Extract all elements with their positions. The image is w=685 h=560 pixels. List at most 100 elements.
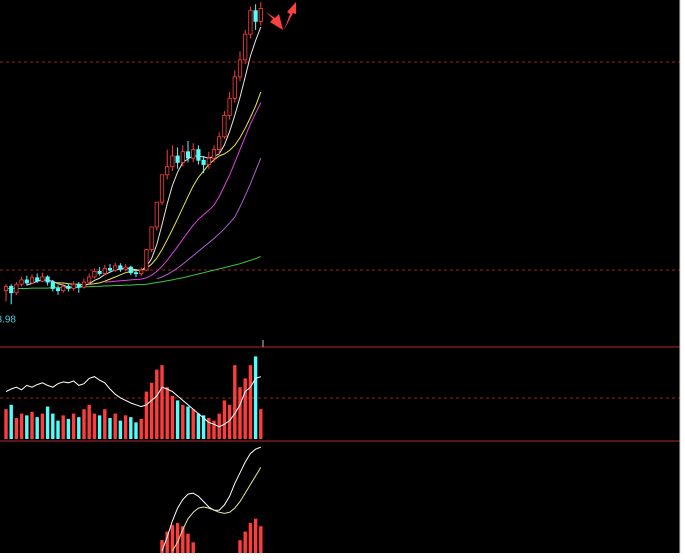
candle-body: [9, 285, 14, 294]
bar: [108, 418, 112, 439]
candle-body: [175, 155, 180, 163]
indicator-line: [26, 26, 262, 289]
bar: [149, 382, 154, 439]
candle-body: [232, 76, 237, 99]
candle-body: [222, 114, 227, 138]
candle-body: [248, 10, 253, 35]
bar: [253, 518, 258, 553]
bar: [165, 387, 169, 439]
bar: [129, 417, 133, 439]
bar: [248, 365, 253, 439]
bar: [82, 409, 86, 439]
bar: [207, 418, 211, 439]
bar: [160, 365, 164, 439]
candle-body: [107, 268, 113, 271]
candle-body: [139, 269, 144, 274]
bar: [238, 387, 242, 439]
bar: [233, 365, 237, 439]
bar: [35, 417, 39, 439]
candle-body: [24, 279, 29, 284]
bar: [155, 369, 159, 439]
bar: [243, 378, 247, 439]
bar: [201, 415, 206, 439]
bar: [170, 396, 175, 439]
bar: [196, 413, 201, 439]
bar: [186, 533, 190, 553]
candle-body: [14, 283, 19, 294]
candle-body: [40, 276, 45, 282]
candle-body: [123, 266, 128, 270]
bar: [144, 391, 149, 439]
bar: [118, 420, 123, 439]
candle-body: [243, 33, 248, 61]
bar: [170, 525, 175, 553]
bar: [186, 406, 190, 439]
candle-body: [97, 270, 102, 274]
bar: [25, 415, 29, 439]
arrow-icon: [266, 12, 283, 30]
candle-body: [185, 151, 191, 159]
candle-body: [50, 281, 55, 289]
indicator-line: [5, 376, 261, 428]
candle-body: [180, 151, 185, 163]
indicator-line: [171, 467, 262, 552]
bar: [238, 540, 242, 553]
candle-body: [258, 8, 263, 22]
candle-body: [81, 281, 87, 288]
candle-body: [159, 174, 165, 203]
bar: [87, 404, 91, 439]
candle-body: [237, 59, 243, 78]
candle-body: [61, 285, 66, 292]
bar: [259, 526, 263, 553]
candle-body: [206, 157, 211, 165]
candle-body: [253, 10, 258, 22]
bar: [181, 404, 185, 439]
candle-body: [128, 266, 133, 274]
candle-body: [149, 226, 154, 251]
bar: [14, 418, 19, 439]
candle-body: [133, 272, 139, 275]
bar: [9, 404, 13, 439]
bar: [19, 413, 24, 439]
candle-body: [211, 149, 217, 159]
candle-body: [113, 265, 118, 271]
bar: [222, 400, 227, 439]
indicator-line: [52, 91, 262, 286]
candle-body: [66, 285, 71, 289]
bar: [212, 420, 216, 439]
macd-panel: [160, 446, 263, 553]
candle-body: [87, 276, 92, 283]
bar: [227, 404, 232, 439]
bar: [181, 526, 185, 553]
bar: [103, 409, 107, 439]
candle-body: [144, 249, 149, 271]
candle-body: [102, 268, 107, 274]
volume-panel: [4, 356, 263, 439]
candle-body: [29, 277, 35, 284]
candle-body: [76, 283, 81, 288]
bar: [123, 415, 128, 439]
candle-body: [19, 279, 24, 285]
bar: [4, 409, 8, 439]
bar: [77, 417, 81, 439]
bar: [66, 418, 71, 439]
price-label: 3.98: [0, 315, 16, 326]
candle-body: [227, 97, 232, 116]
bar: [175, 400, 180, 439]
bar: [51, 413, 55, 439]
bar: [30, 411, 34, 439]
bar: [191, 542, 195, 553]
indicator-line: [156, 157, 262, 280]
bar: [113, 413, 117, 439]
bar: [191, 409, 195, 439]
indicator-line: [161, 446, 261, 552]
candle-body: [118, 265, 123, 270]
candle-body: [217, 136, 222, 150]
candle-body: [35, 277, 40, 282]
candle-body: [45, 276, 50, 283]
bar: [165, 531, 169, 553]
bar: [92, 413, 97, 439]
bar: [139, 418, 143, 439]
